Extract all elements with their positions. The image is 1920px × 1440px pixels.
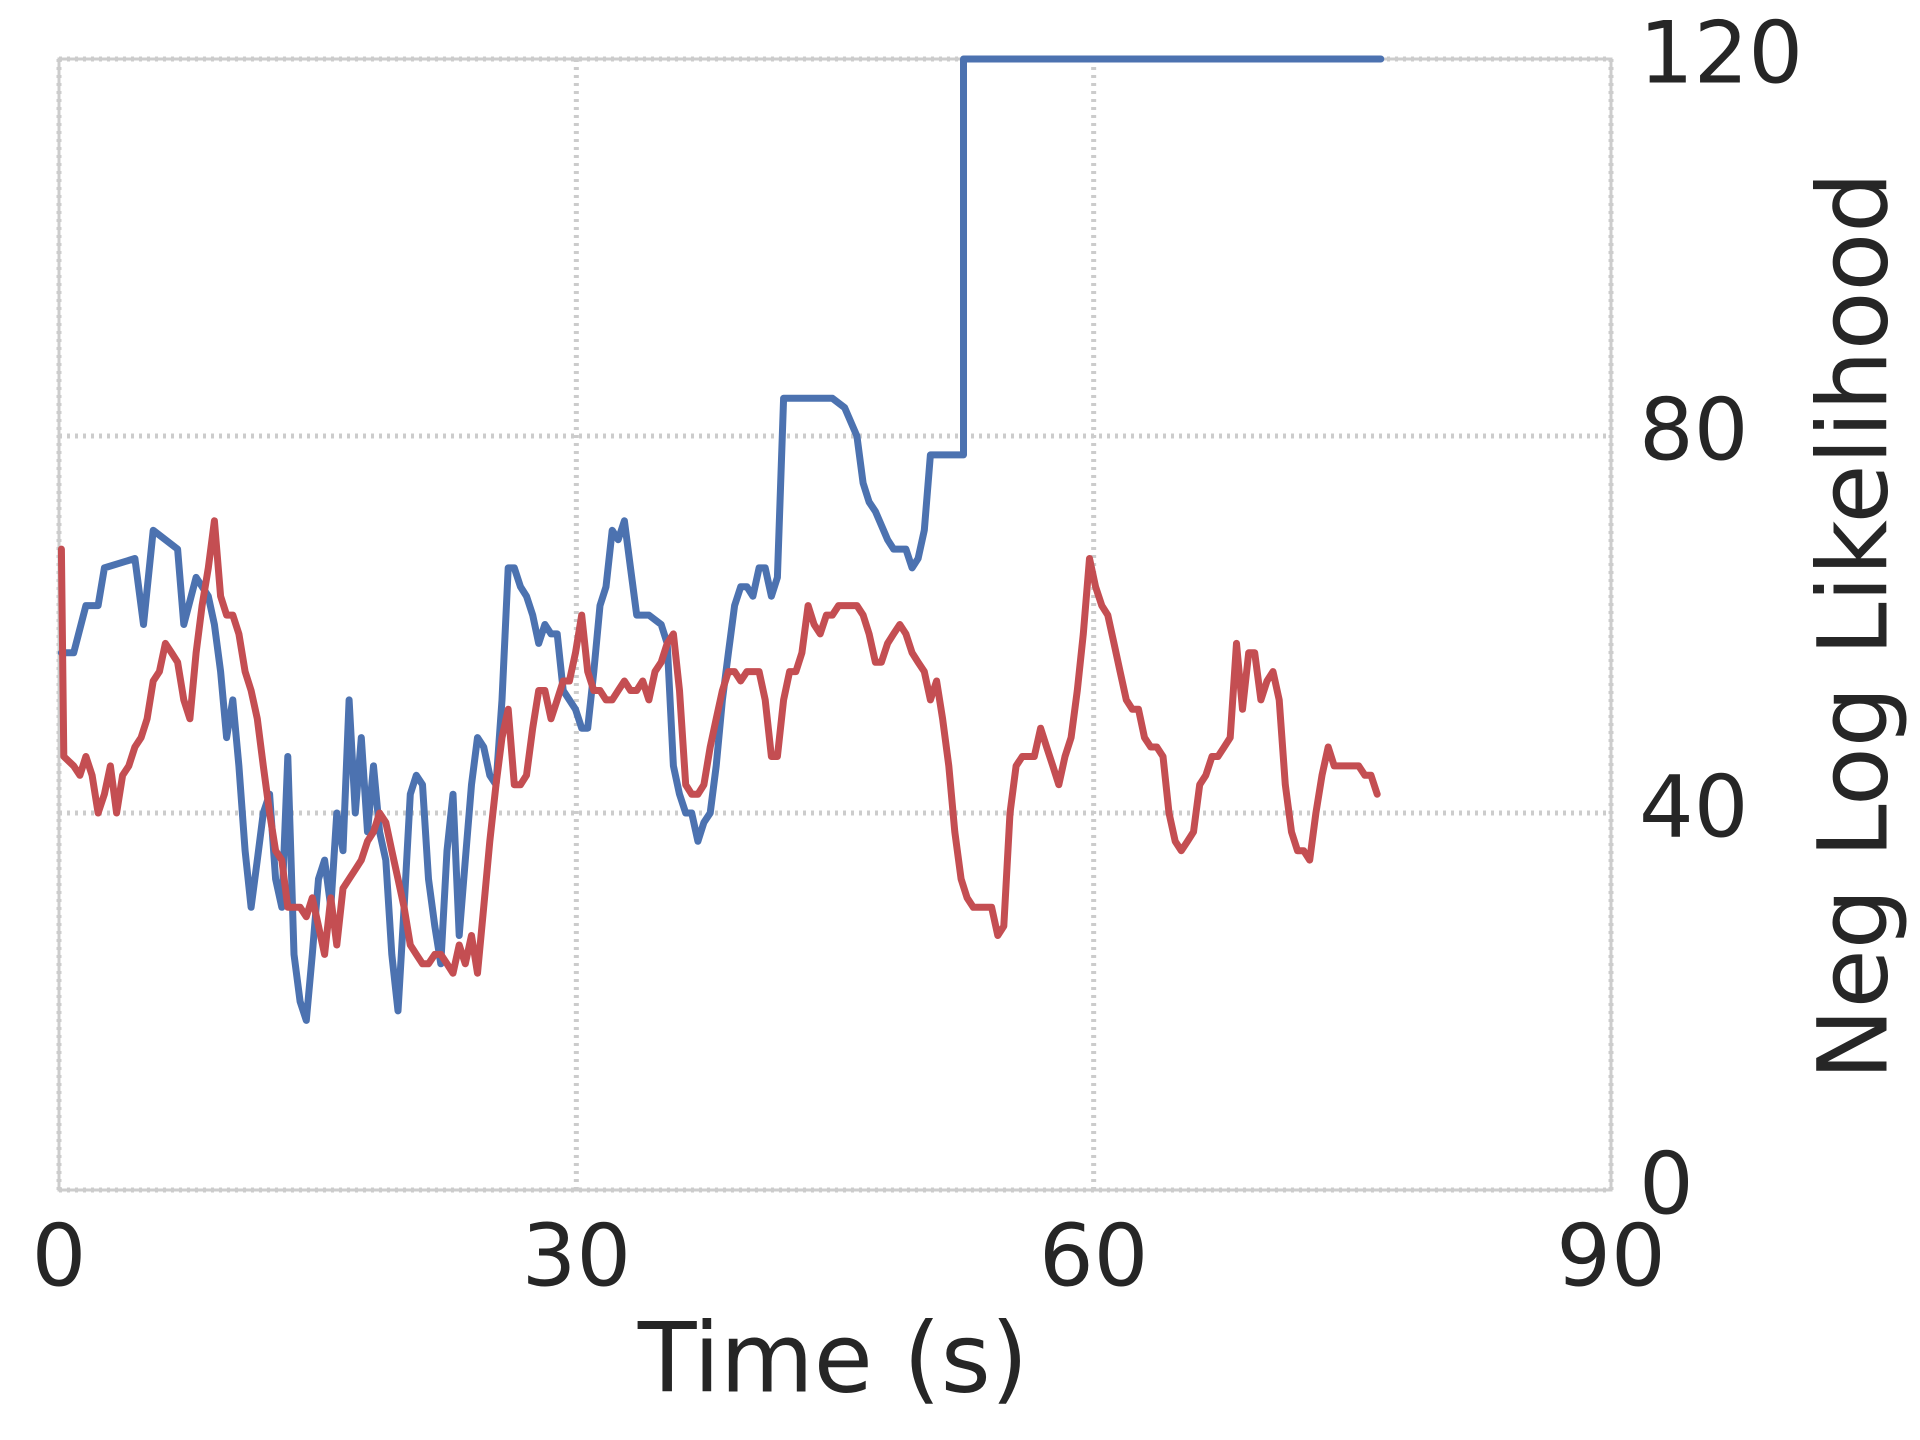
y-axis-label: Neg Log Likelihood: [1797, 172, 1909, 1080]
data-line: [57, 517, 1381, 977]
plot-frame: [57, 57, 1613, 1192]
y-tick-label: 80: [1639, 380, 1748, 480]
y-tick-label: 0: [1639, 1134, 1694, 1234]
x-tick-label: 60: [1039, 1206, 1148, 1306]
x-tick-label: 30: [522, 1206, 631, 1306]
x-tick-label: 0: [32, 1206, 87, 1306]
x-tick-label: 90: [1556, 1206, 1665, 1306]
data-line: [57, 55, 1385, 1024]
y-tick-label: 120: [1639, 3, 1803, 103]
x-axis-label: Time (s): [637, 1302, 1028, 1414]
y-tick-label: 40: [1639, 757, 1748, 857]
